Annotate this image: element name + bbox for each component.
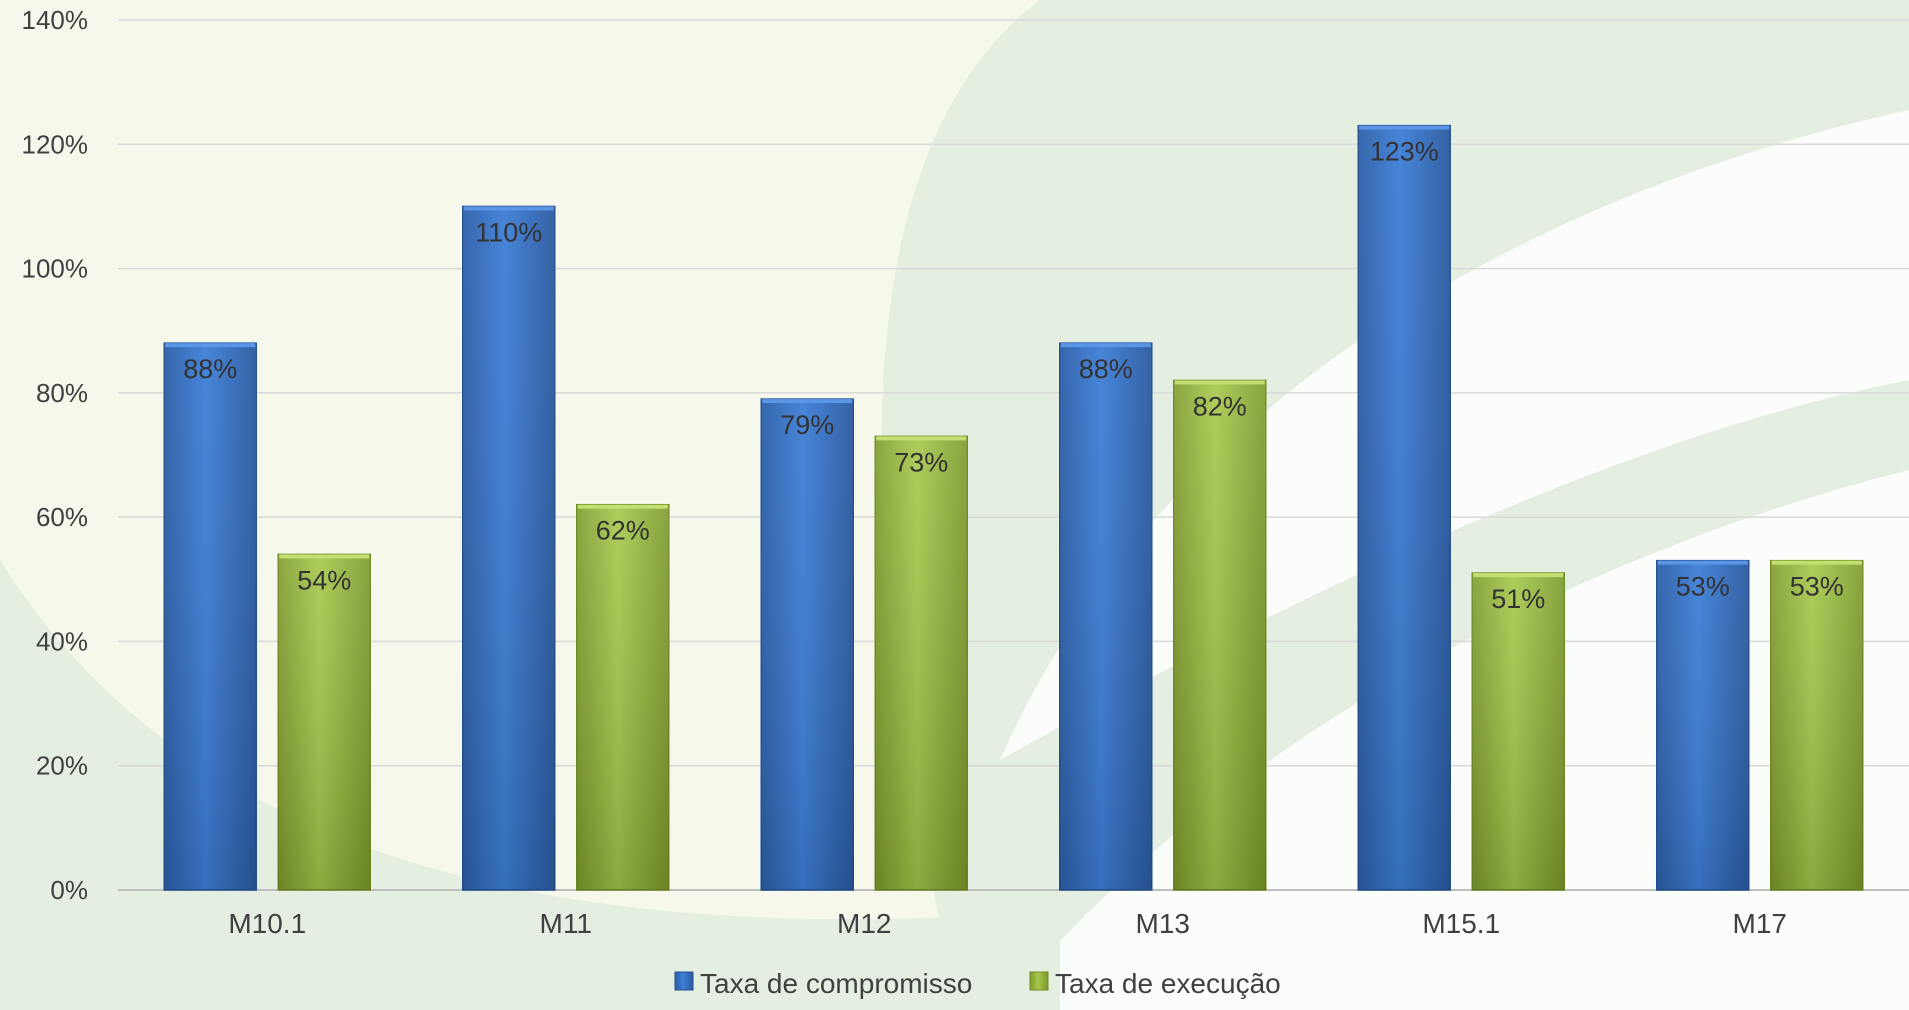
x-axis-category-labels: M10.1 M11 M12 M13 M15.1 M17 [228,908,1787,939]
y-tick-label: 0% [50,875,88,905]
x-category-label: M17 [1733,908,1787,939]
data-label: 79% [780,410,834,440]
legend-swatch [674,971,694,991]
data-label: 82% [1193,391,1247,421]
data-label: 73% [894,447,948,477]
bar-execucao-M17 [1770,559,1864,891]
data-label: 88% [183,354,237,384]
data-label: 51% [1491,584,1545,614]
bar-execucao-M10.1 [277,553,371,891]
data-label: 88% [1079,354,1133,384]
data-label: 54% [297,565,351,595]
legend-swatch [1029,971,1049,991]
bar-execucao-M15.1 [1471,572,1565,891]
y-axis-tick-labels: 0% 20% 40% 60% 80% 100% 120% 140% [22,5,89,905]
data-labels: 88% 54% 110% 62% 79% 73% 88% 82% 123% 51% 53% 53% [183,137,1844,614]
legend-item-compromisso: Taxa de compromisso [674,968,972,999]
x-category-label: M12 [837,908,891,939]
data-label: 110% [475,217,542,247]
bar-compromisso-M15.1 [1357,124,1451,891]
y-tick-label: 40% [36,626,88,656]
gridlines [118,19,1909,891]
y-tick-label: 120% [22,129,89,159]
data-label: 53% [1676,572,1730,602]
bar-execucao-M11 [576,503,670,891]
bar-execucao-M12 [874,435,968,891]
data-label: 53% [1790,572,1844,602]
legend-label: Taxa de execução [1055,968,1281,999]
data-label: 123% [1370,137,1439,167]
x-category-label: M10.1 [228,908,306,939]
data-label: 62% [596,516,650,546]
bar-compromisso-M11 [462,205,556,891]
legend-label: Taxa de compromisso [700,968,972,999]
bars [163,124,1864,891]
bar-execucao-M13 [1173,379,1267,891]
bar-compromisso-M13 [1059,342,1153,891]
bar-compromisso-M17 [1656,559,1750,891]
x-category-label: M13 [1136,908,1190,939]
y-tick-label: 140% [22,5,89,35]
legend: Taxa de compromisso Taxa de execução [674,968,1281,999]
bar-compromisso-M12 [760,398,854,891]
y-tick-label: 100% [22,254,89,284]
y-tick-label: 20% [36,751,88,781]
bar-compromisso-M10.1 [163,342,257,891]
y-tick-label: 80% [36,378,88,408]
x-category-label: M15.1 [1422,908,1500,939]
y-tick-label: 60% [36,502,88,532]
legend-item-execucao: Taxa de execução [1029,968,1281,999]
x-category-label: M11 [540,908,592,939]
